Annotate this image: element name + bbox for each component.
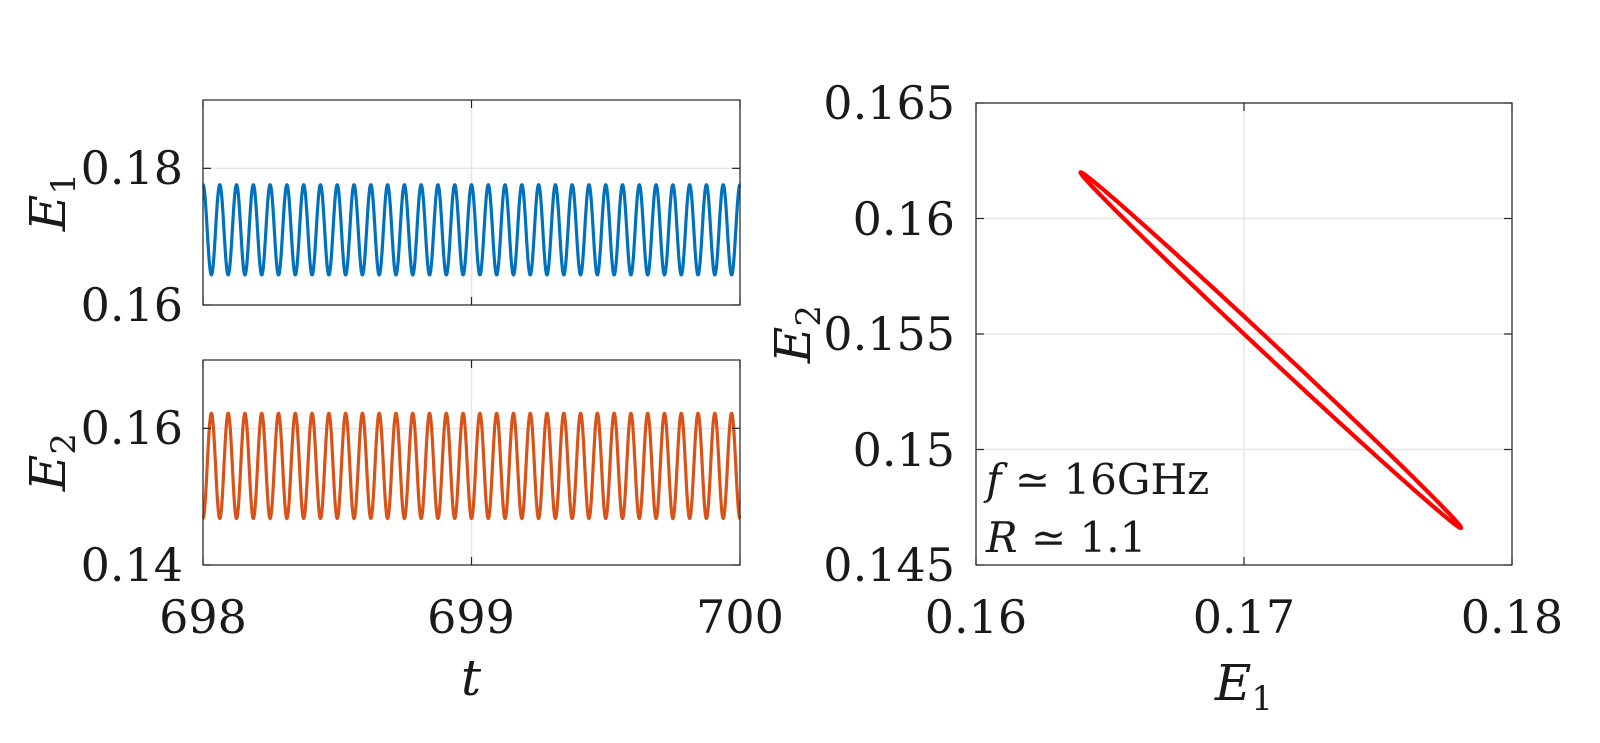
time-xtick-label-2: 700 — [696, 590, 784, 644]
e2-ylabel: E2 — [19, 433, 84, 492]
ratio-annotation: R ≃ 1.1 — [985, 513, 1146, 562]
phase-plot: 0.145 0.15 0.155 0.16 0.165 0.16 0.17 0.… — [764, 76, 1563, 719]
phase-ylabel: E2 — [764, 305, 829, 364]
phase-ytick-label-4: 0.165 — [823, 76, 955, 130]
e1-ylabel: E1 — [19, 173, 84, 232]
time-xlabel: t — [461, 649, 482, 707]
e1-series-line — [201, 183, 742, 277]
time-xtick-label-0: 698 — [159, 590, 247, 644]
phase-xlabel: E1 — [1214, 654, 1273, 719]
phase-xtick-label-2: 0.18 — [1461, 590, 1563, 644]
phase-xtick-label-0: 0.16 — [925, 590, 1027, 644]
frequency-annotation: f ≃ 16GHz — [983, 455, 1209, 504]
e1-ytick-label-0: 0.16 — [81, 278, 183, 332]
phase-ytick-label-3: 0.16 — [853, 192, 955, 246]
phase-ytick-label-1: 0.15 — [853, 423, 955, 477]
phase-xtick-label-1: 0.17 — [1193, 590, 1295, 644]
time-xtick-label-1: 699 — [427, 590, 515, 644]
phase-ticks — [975, 102, 1513, 566]
e2-series-line — [201, 411, 742, 521]
e2-ticks — [202, 360, 741, 566]
phase-ytick-label-2: 0.155 — [823, 307, 955, 361]
e2-time-plot: 0.14 0.16 E2 698 699 700 t — [19, 359, 784, 707]
e1-time-plot: 0.16 0.18 E1 — [19, 99, 742, 332]
e1-ticks — [202, 100, 741, 306]
e1-ytick-label-1: 0.18 — [81, 141, 183, 195]
e2-ytick-label-0: 0.14 — [81, 538, 183, 592]
phase-ytick-label-0: 0.145 — [823, 538, 955, 592]
e2-ytick-label-1: 0.16 — [81, 401, 183, 455]
phase-orbit-line — [1078, 170, 1464, 531]
